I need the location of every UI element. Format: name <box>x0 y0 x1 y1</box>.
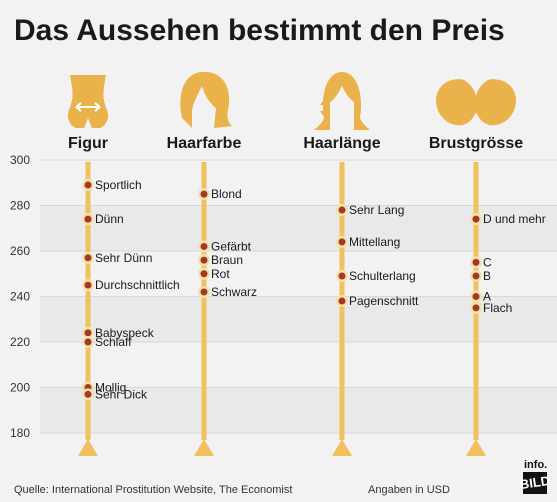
data-point <box>200 288 208 296</box>
data-point <box>200 270 208 278</box>
y-tick-label: 200 <box>10 381 30 395</box>
y-tick-label: 300 <box>10 153 30 167</box>
data-point-label: Gefärbt <box>211 239 252 253</box>
unit-note: Angaben in USD <box>368 484 450 496</box>
category-title: Brustgrösse <box>429 135 523 152</box>
data-point <box>84 390 92 398</box>
data-point <box>200 190 208 198</box>
data-point-label: Schlaff <box>95 335 132 349</box>
category-0: Figur Sportlich Dünn Sehr Dünn Durchschnittl… <box>67 75 180 456</box>
category-columns: Figur Sportlich Dünn Sehr Dünn Durchschnittl… <box>67 71 546 456</box>
category-2: Haarlänge Sehr Lang Mittellang Schulterlang… <box>303 72 419 456</box>
data-point <box>338 297 346 305</box>
source-note: Quelle: International Prostitution Websi… <box>14 484 292 496</box>
data-point-label: Babyspeck <box>95 326 155 340</box>
axis-arrow-marker <box>194 439 214 456</box>
axis-arrow-marker <box>466 439 486 456</box>
data-point-label: Durchschnittlich <box>95 278 180 292</box>
background-bands <box>40 205 557 433</box>
data-point <box>472 293 480 300</box>
chart-title: Das Aussehen bestimmt den Preis <box>14 14 505 47</box>
data-point <box>84 329 92 337</box>
hair-length-icon <box>314 72 370 130</box>
data-point-label: Dünn <box>95 212 124 226</box>
y-tick-label: 260 <box>10 244 30 258</box>
y-tick-label: 180 <box>10 426 30 440</box>
data-point-label: Braun <box>211 253 243 267</box>
category-title: Haarlänge <box>303 135 380 152</box>
data-point <box>84 281 92 289</box>
data-point <box>200 256 208 264</box>
data-point <box>472 215 480 223</box>
data-point-label: B <box>483 269 491 283</box>
data-point <box>472 304 480 312</box>
data-point-label: Rot <box>211 267 230 281</box>
data-point-label: Schwarz <box>211 285 257 299</box>
axis-arrow-marker <box>78 439 98 456</box>
data-point <box>84 338 92 346</box>
logo-bild-box <box>523 472 547 494</box>
data-point <box>472 272 480 280</box>
data-point <box>472 258 480 266</box>
band-180 <box>40 387 557 433</box>
hair-color-icon <box>180 71 232 128</box>
data-point-label: Schulterlang <box>349 269 416 283</box>
logo-info-text: info. <box>524 459 547 471</box>
y-tick-label: 240 <box>10 290 30 304</box>
data-point-label: Mittellang <box>349 235 400 249</box>
data-point <box>338 272 346 280</box>
data-point-label: Blond <box>211 187 242 201</box>
data-point-label: A <box>483 290 491 304</box>
bild-logo: info. BILD <box>519 459 551 494</box>
band-260 <box>40 205 557 251</box>
y-axis-ticks: 180 200 220 240 260 280 300 <box>10 153 30 440</box>
data-point-label: Sehr Lang <box>349 203 404 217</box>
data-point <box>338 206 346 214</box>
data-point-label: Flach <box>483 301 512 315</box>
body-icon <box>67 75 109 128</box>
data-point <box>338 238 346 246</box>
data-point-label: Sehr Dick <box>95 387 148 401</box>
data-point-label: Mollig <box>95 381 126 395</box>
data-point-label: D und mehr <box>483 212 546 226</box>
data-point-label: Sehr Dünn <box>95 251 152 265</box>
logo-bild-text: BILD <box>519 473 551 492</box>
bust-icon <box>436 79 516 126</box>
y-tick-label: 280 <box>10 199 30 213</box>
data-point <box>84 215 92 223</box>
data-point <box>84 181 92 189</box>
category-title: Haarfarbe <box>167 135 242 152</box>
band-220 <box>40 296 557 342</box>
data-point-label: Sportlich <box>95 178 142 192</box>
data-point-label: C <box>483 255 492 269</box>
data-point <box>200 242 208 250</box>
category-title: Figur <box>68 135 108 152</box>
data-point <box>84 254 92 262</box>
y-tick-label: 220 <box>10 335 30 349</box>
axis-arrow-marker <box>332 439 352 456</box>
data-point-label: Pagenschnitt <box>349 294 419 308</box>
